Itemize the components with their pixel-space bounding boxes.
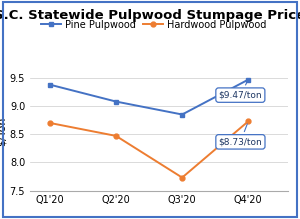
Pine Pulpwood (48, 83, 52, 86)
Legend: Pine Pulpwood, Hardwood Pulpwood: Pine Pulpwood, Hardwood Pulpwood (38, 16, 270, 34)
Hardwood Pulpwood (180, 176, 184, 179)
Text: S.C. Statewide Pulpwood Stumpage Price: S.C. Statewide Pulpwood Stumpage Price (0, 9, 300, 22)
Y-axis label: $/Ton: $/Ton (0, 117, 7, 146)
Hardwood Pulpwood (247, 120, 250, 123)
Pine Pulpwood (247, 78, 250, 81)
Hardwood Pulpwood (114, 135, 118, 137)
Text: $9.47/ton: $9.47/ton (218, 82, 262, 100)
Pine Pulpwood (114, 100, 118, 103)
Line: Hardwood Pulpwood: Hardwood Pulpwood (47, 119, 251, 180)
Text: $8.73/ton: $8.73/ton (218, 124, 262, 146)
Line: Pine Pulpwood: Pine Pulpwood (47, 77, 251, 117)
Pine Pulpwood (180, 113, 184, 116)
Hardwood Pulpwood (48, 122, 52, 124)
